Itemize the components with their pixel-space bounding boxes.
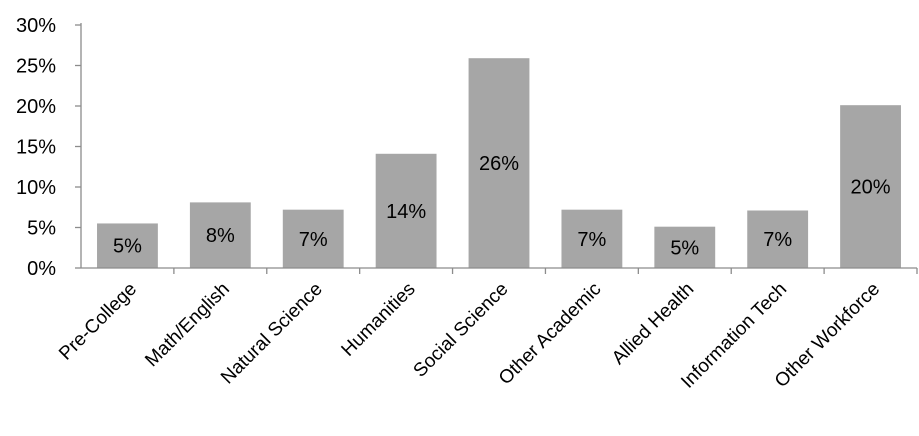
bar [97,223,158,268]
x-tick-label: Natural Science [217,279,327,389]
data-label: 26% [479,153,519,175]
bar [189,202,251,268]
bar [375,153,437,268]
bar [468,58,530,269]
data-label: 20% [851,177,891,199]
bars: 5% 8% 7% 14% 26% 7% 5% 7% 20% [97,58,901,269]
data-label: 7% [763,229,792,251]
y-tick-label: 5% [27,218,56,240]
data-label: 14% [386,201,426,223]
data-label: 8% [206,225,235,247]
y-tick-label: 15% [16,137,56,159]
bar [561,209,623,268]
x-tick-label: Math/English [141,279,234,372]
data-label: 7% [299,229,328,251]
data-label: 5% [670,237,699,259]
y-tick-label: 30% [16,15,56,37]
x-tick-label: Pre-College [55,279,141,365]
x-tick-label: Allied Health [608,279,698,369]
x-tick-label: Social Science [410,279,513,382]
y-tick-label: 25% [16,56,56,78]
y-tick-label: 20% [16,96,56,118]
x-tick-label: Other Academic [495,279,605,389]
bar [840,105,901,268]
bar [282,209,344,268]
bar [747,210,809,268]
bar [654,226,716,268]
y-tick-label: 0% [27,258,56,280]
y-tick-label: 10% [16,177,56,199]
data-label: 7% [577,229,606,251]
data-label: 5% [113,236,142,258]
x-tick-label: Humanities [338,279,420,361]
y-axis: 0% 5% 10% 15% 20% 25% 30% [16,15,82,280]
